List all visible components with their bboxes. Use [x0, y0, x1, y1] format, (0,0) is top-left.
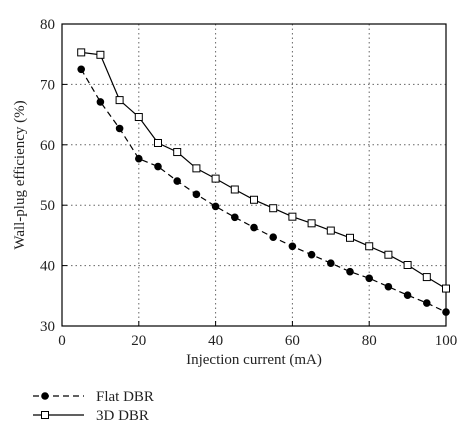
data-point-3d-dbr — [96, 50, 105, 59]
legend: Flat DBR 3D DBR — [33, 389, 154, 424]
series-line-flat-dbr — [80, 68, 447, 313]
legend-3d-dbr-label: 3D DBR — [96, 408, 149, 424]
data-point-3d-dbr — [326, 226, 335, 235]
y-tick-label: 40 — [40, 259, 55, 275]
x-tick-label: 80 — [362, 333, 377, 349]
y-tick-label: 70 — [40, 77, 55, 93]
data-point-3d-dbr — [384, 250, 393, 259]
data-point-3d-dbr — [307, 219, 316, 228]
axis-ticks: 0 20 40 60 80 100 30 40 50 60 70 80 — [40, 17, 457, 349]
data-point-3d-dbr — [230, 185, 239, 194]
data-point-3d-dbr — [288, 212, 297, 221]
data-point-flat-dbr — [288, 242, 297, 251]
data-point-3d-dbr — [269, 204, 278, 213]
x-tick-label: 60 — [285, 333, 300, 349]
data-point-flat-dbr — [403, 291, 412, 299]
legend-3d-dbr-marker — [41, 411, 49, 419]
data-point-3d-dbr — [442, 284, 450, 293]
legend-flat-dbr-marker — [41, 392, 49, 400]
data-point-flat-dbr — [346, 267, 354, 276]
plot-frame — [61, 23, 447, 327]
data-point-flat-dbr — [192, 190, 201, 199]
data-point-3d-dbr — [250, 195, 258, 204]
data-point-flat-dbr — [384, 282, 393, 291]
data-point-flat-dbr — [365, 274, 374, 283]
x-tick-label: 20 — [131, 333, 146, 349]
y-axis-title: Wall-plug efficiency (%) — [12, 100, 28, 249]
legend-item-3d-dbr: 3D DBR — [33, 408, 149, 424]
data-point-flat-dbr — [154, 162, 162, 171]
data-point-3d-dbr — [403, 260, 412, 269]
data-point-flat-dbr — [423, 299, 431, 307]
data-point-3d-dbr — [115, 96, 124, 105]
y-tick-label: 80 — [40, 17, 55, 33]
data-point-3d-dbr — [192, 164, 201, 173]
legend-item-flat-dbr: Flat DBR — [33, 389, 154, 405]
y-tick-label: 30 — [40, 319, 55, 335]
data-point-flat-dbr — [231, 213, 239, 222]
data-point-3d-dbr — [173, 148, 182, 157]
data-point-flat-dbr — [442, 308, 450, 316]
data-point-flat-dbr — [115, 124, 124, 133]
data-point-flat-dbr — [135, 154, 143, 163]
data-point-3d-dbr — [154, 138, 162, 147]
x-tick-label: 40 — [208, 333, 223, 349]
legend-flat-dbr-label: Flat DBR — [96, 389, 154, 405]
y-tick-label: 50 — [40, 198, 55, 214]
series-layer — [77, 48, 450, 316]
x-tick-label: 100 — [435, 333, 458, 349]
data-point-3d-dbr — [211, 174, 220, 183]
data-point-flat-dbr — [77, 65, 85, 74]
data-point-3d-dbr — [77, 48, 86, 57]
x-axis-title: Injection current (mA) — [186, 352, 322, 368]
data-point-flat-dbr — [96, 98, 105, 106]
data-point-flat-dbr — [269, 233, 278, 242]
data-point-3d-dbr — [134, 113, 143, 122]
data-point-flat-dbr — [327, 259, 335, 267]
y-tick-label: 60 — [40, 138, 55, 154]
data-point-flat-dbr — [211, 202, 220, 211]
data-point-flat-dbr — [173, 177, 181, 185]
data-point-flat-dbr — [250, 223, 258, 232]
data-point-3d-dbr — [365, 242, 374, 251]
data-point-3d-dbr — [346, 233, 354, 242]
data-point-flat-dbr — [307, 250, 316, 259]
grid-lines — [62, 24, 446, 326]
data-point-3d-dbr — [422, 273, 431, 282]
x-tick-label: 0 — [58, 333, 66, 349]
